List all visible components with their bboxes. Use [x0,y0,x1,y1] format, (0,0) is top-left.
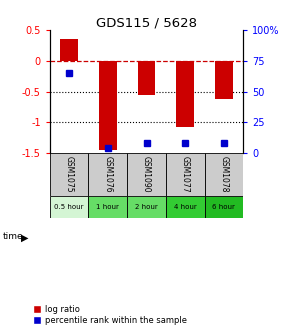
Bar [127,153,166,196]
Text: 6 hour: 6 hour [212,204,235,210]
Bar [88,196,127,218]
Bar [205,196,243,218]
Text: 1 hour: 1 hour [96,204,119,210]
Text: GSM1078: GSM1078 [219,157,228,193]
Bar [176,61,194,127]
Legend: log ratio, percentile rank within the sample: log ratio, percentile rank within the sa… [30,301,190,329]
Bar [99,61,117,150]
Title: GDS115 / 5628: GDS115 / 5628 [96,16,197,29]
Text: time: time [3,233,23,241]
Text: GSM1076: GSM1076 [103,157,112,193]
Bar [166,196,205,218]
Bar [138,61,155,95]
Text: 2 hour: 2 hour [135,204,158,210]
Text: GSM1077: GSM1077 [181,157,190,193]
Text: GSM1075: GSM1075 [65,157,74,193]
Bar [205,153,243,196]
Bar [50,153,88,196]
Text: 4 hour: 4 hour [174,204,197,210]
Bar [215,61,233,99]
Bar [127,196,166,218]
Text: 0.5 hour: 0.5 hour [54,204,84,210]
Text: ▶: ▶ [21,233,29,243]
Text: GSM1090: GSM1090 [142,157,151,193]
Bar [88,153,127,196]
Bar [50,196,88,218]
Bar [60,39,78,61]
Bar [166,153,205,196]
